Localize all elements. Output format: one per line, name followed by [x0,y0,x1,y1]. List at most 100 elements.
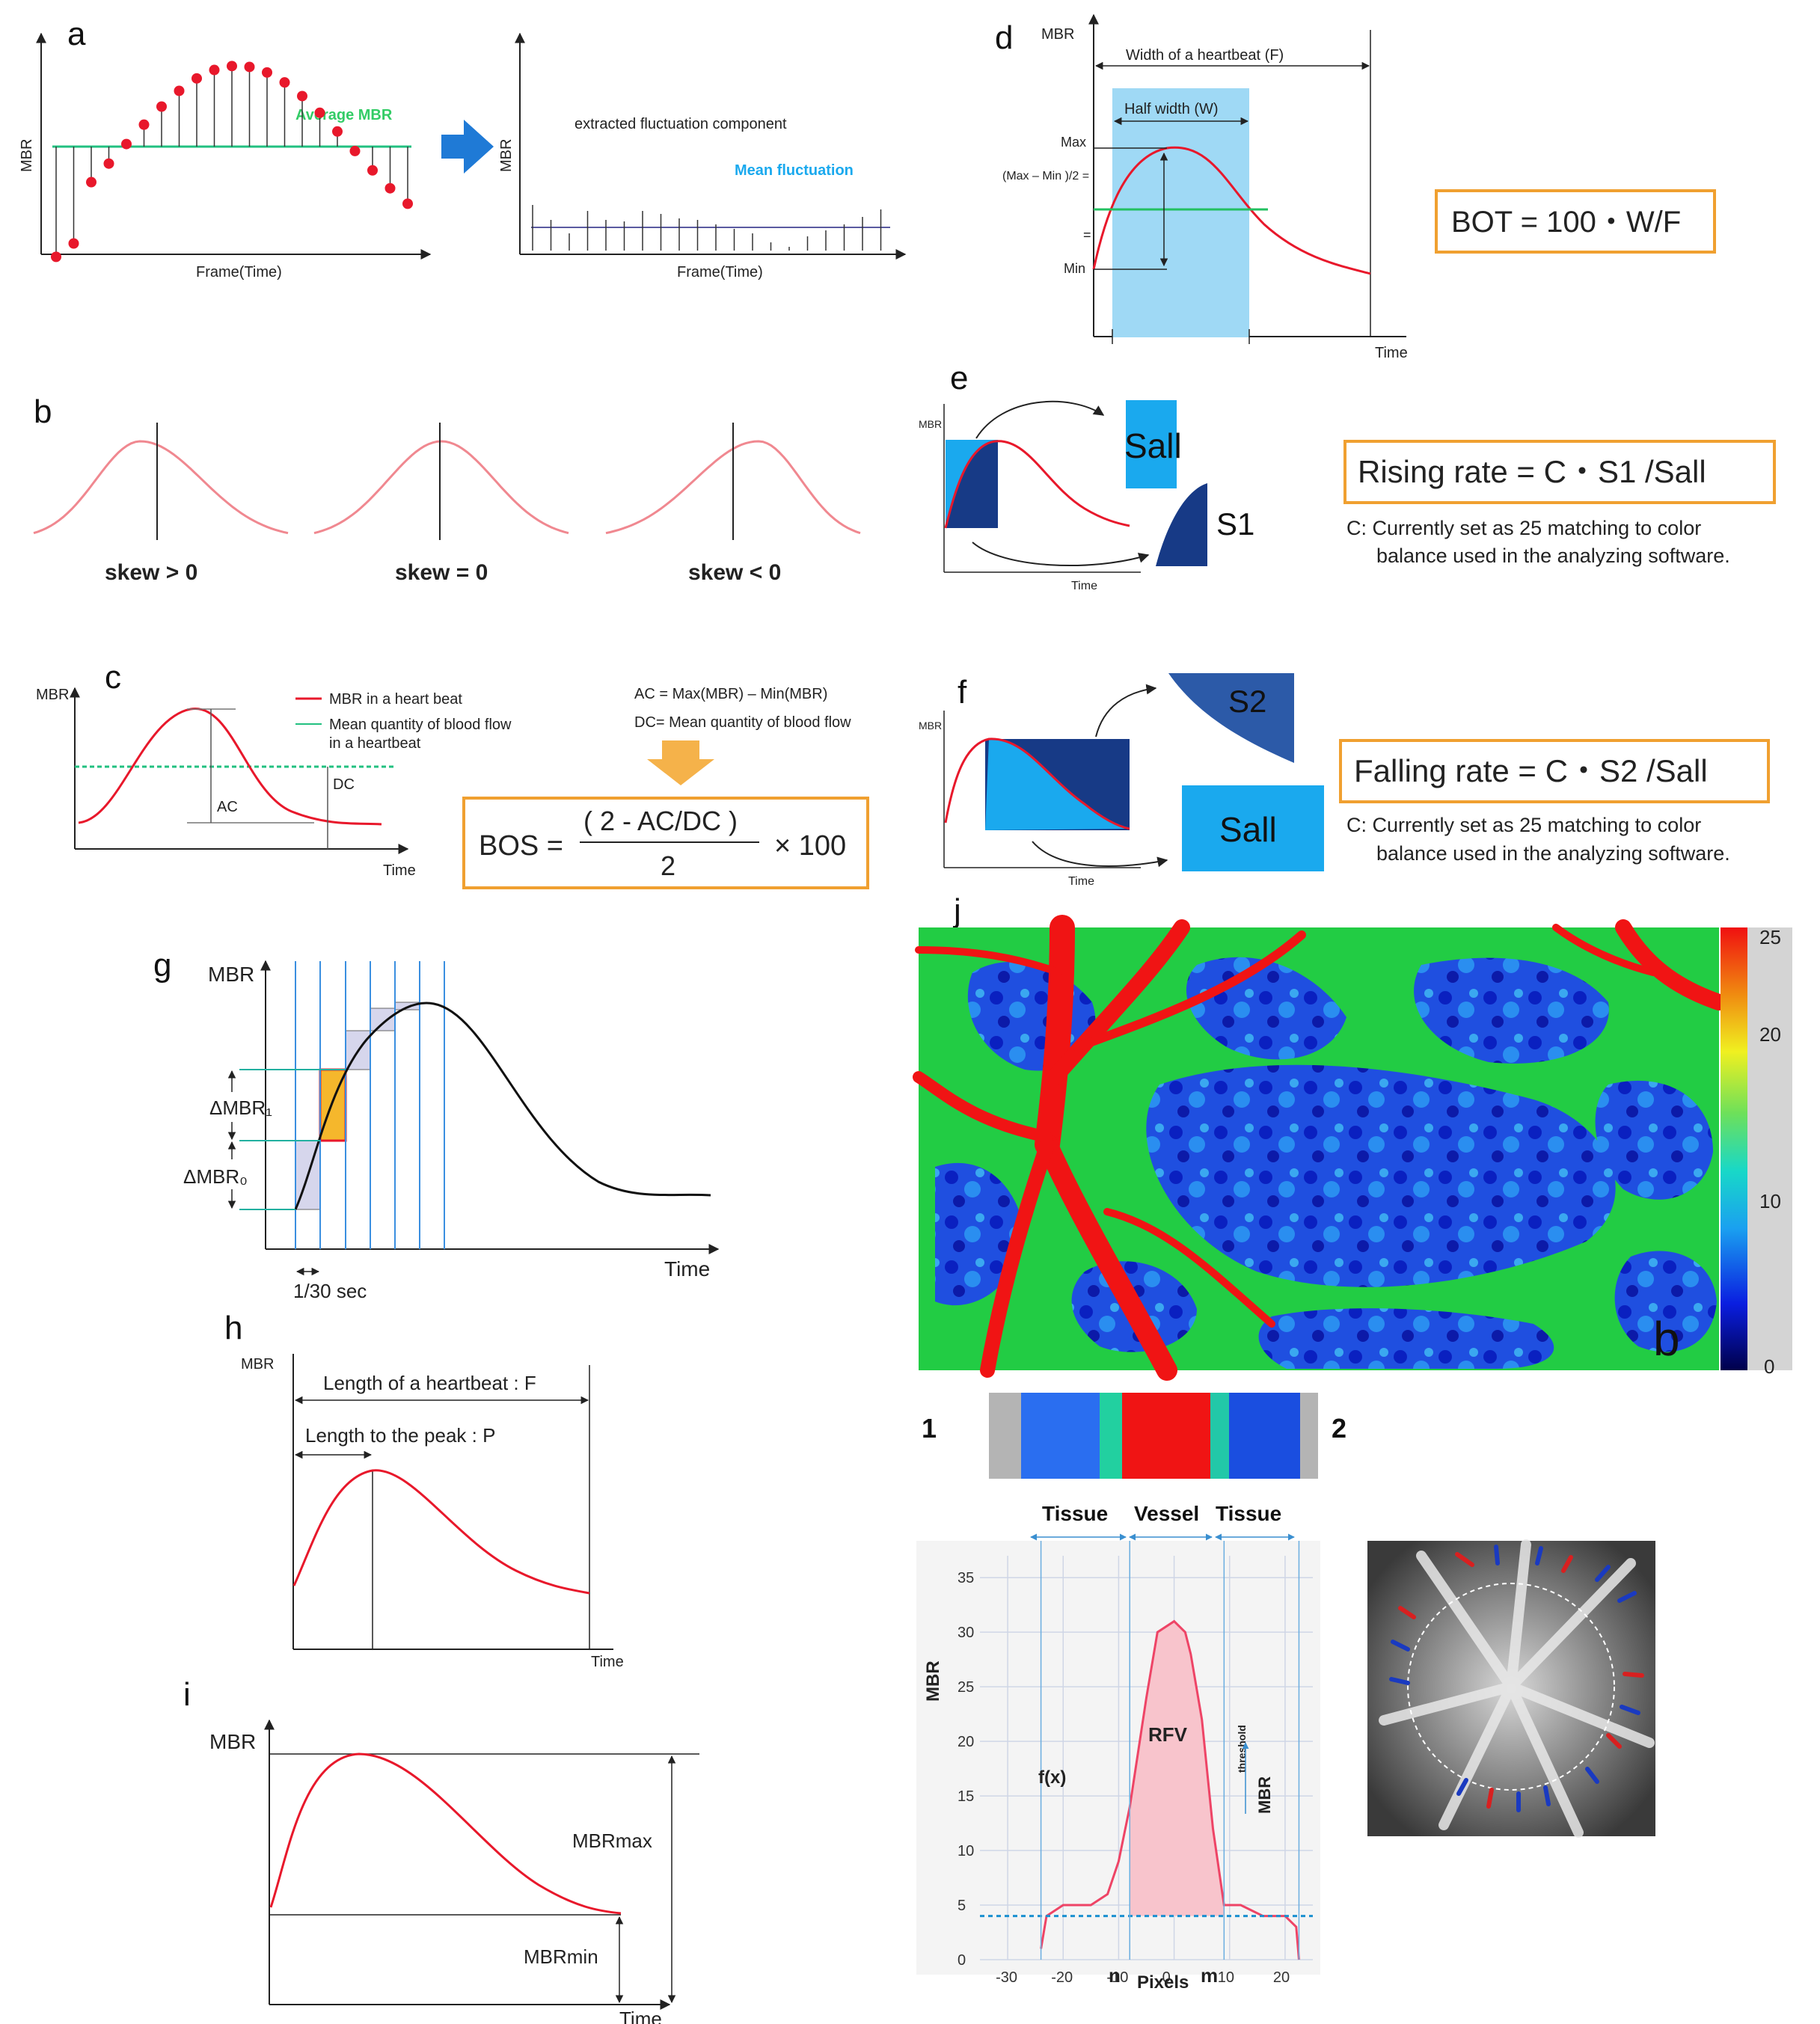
sample-dot [332,126,343,137]
roi-circle [1407,1583,1615,1791]
x-tick: 20 [1273,1969,1290,1986]
legend-green-1: Mean quantity of blood flow [329,717,512,733]
dt-label: 1/30 sec [293,1280,367,1302]
down-arrow-icon [647,740,714,785]
panel-e-ylabel: MBR [919,418,942,430]
falling-note-2: balance used in the analyzing software. [1376,842,1730,865]
cbar-tick-20: 20 [1759,1023,1781,1046]
map-corner-label: b [1653,1312,1680,1366]
sall-label-e: Sall [1124,426,1182,465]
panel-i-letter: i [183,1676,191,1713]
average-mbr-label: Average MBR [295,107,393,123]
panel-c: c MBR Time AC DC MBR in a heart beat Mea… [36,659,869,889]
panel-d-xlabel: Time [1375,345,1408,361]
sall-box-e [1126,400,1177,488]
skew-curve [33,440,289,535]
i-curve [269,1752,622,1915]
panel-g-xlabel: Time [664,1257,710,1281]
s2-shape [1168,673,1294,763]
y-tick: 10 [958,1843,974,1859]
fx-label: f(x) [1038,1767,1066,1788]
x-tick: -10 [1106,1969,1128,1986]
panel-g: g MBR Time ΔMBR₁ ΔMBR₀ 1/30 sec [153,947,720,1302]
rising-note-1: C: Currently set as 25 matching to color [1346,517,1701,539]
width-label: Width of a heartbeat (F) [1126,47,1284,64]
delta-mbr0: ΔMBR₀ [183,1165,248,1188]
y-tick: 25 [958,1679,974,1696]
arrow-icon [441,120,494,174]
sample-dot [244,61,255,73]
sall-box-f [1182,785,1324,871]
bos-rhs: × 100 [774,830,846,862]
bos-numerator: ( 2 - AC/DC ) [583,806,738,836]
panel-a-letter: a [67,16,86,52]
panel-a-xlabel: Frame(Time) [196,264,282,280]
y-tick: 20 [958,1734,974,1750]
panel-c-ylabel: MBR [36,687,69,703]
x-tick: -20 [1051,1969,1073,1986]
panel-g-ylabel: MBR [208,963,254,986]
mbrmin-label: MBRmin [524,1945,598,1968]
dc-label: DC [333,776,355,793]
half-width-label: Half width (W) [1124,101,1219,117]
skew-curves [33,423,861,540]
colorbar [1721,927,1747,1370]
y-tick: 15 [958,1788,974,1805]
frame-lines [295,961,445,1249]
profile-curve [1040,1619,1300,1960]
sample-dot [192,73,202,84]
threshold-label: MBR [1255,1776,1274,1814]
rfv-area [1130,1621,1225,1916]
length-label: Length of a heartbeat : F [323,1372,536,1394]
vessel-label: Vessel [1134,1502,1199,1525]
fluctuation-stems [532,205,882,251]
panel-d: d MBR Width of a heartbeat (F) Half widt… [995,13,1716,361]
cbar-tick-0: 0 [1764,1355,1774,1378]
bot-formula-box [1435,189,1716,254]
cbar-tick-10: 10 [1759,1190,1781,1212]
panel-h-xlabel: Time [591,1654,624,1670]
marker-1: 1 [922,1413,937,1444]
panel-f-ylabel: MBR [919,720,942,732]
max-label: Max [1061,135,1086,150]
panel-a: a MBR Frame(Time) Average MBR MBR Frame(… [19,16,907,280]
bot-curve [1092,146,1371,275]
panel-a-ylabel: MBR [19,139,35,172]
ac-definition: AC = Max(MBR) – Min(MBR) [634,686,827,702]
rising-formula-box [1343,440,1776,504]
sample-dot [174,85,185,96]
flow-map-image [913,915,1727,1381]
tissue-label-left: Tissue [1042,1502,1108,1525]
peak-label: Length to the peak : P [305,1424,495,1447]
sample-dot [314,107,325,118]
sample-dot [349,145,361,156]
panel-f-xlabel: Time [1068,875,1094,888]
panel-j: j [913,892,1792,1993]
rising-curve [944,440,1130,529]
panel-f-letter: f [958,674,967,711]
panel-d-ylabel: MBR [1041,26,1074,43]
bot-formula: BOT = 100・W/F [1451,206,1681,239]
panel-i: i MBR MBRmax MBRmin Time [183,1676,699,2024]
skew-label-pos: skew > 0 [105,560,197,585]
x-tick: 0 [1162,1969,1171,1986]
y-tick: 30 [958,1625,974,1641]
mbr-samples [51,61,413,263]
sall-label-f: Sall [1219,810,1277,849]
tissue-label-right: Tissue [1216,1502,1281,1525]
panel-h-letter: h [224,1310,242,1346]
ac-label: AC [217,799,238,815]
panel-e-xlabel: Time [1071,580,1097,592]
legend-green-2: in a heartbeat [329,735,421,752]
panel-i-ylabel: MBR [209,1730,256,1753]
x-tick: -30 [996,1969,1017,1986]
y-tick: 35 [958,1570,974,1586]
legend-red: MBR in a heart beat [329,691,462,708]
sample-dot [297,91,307,102]
delta-mbr1: ΔMBR₁ [209,1097,272,1119]
sample-dot [86,177,96,188]
skew-label-zero: skew = 0 [395,560,488,585]
panel-f: f MBR Time S2 Sall Falling rate = C・S2 /… [919,673,1770,888]
